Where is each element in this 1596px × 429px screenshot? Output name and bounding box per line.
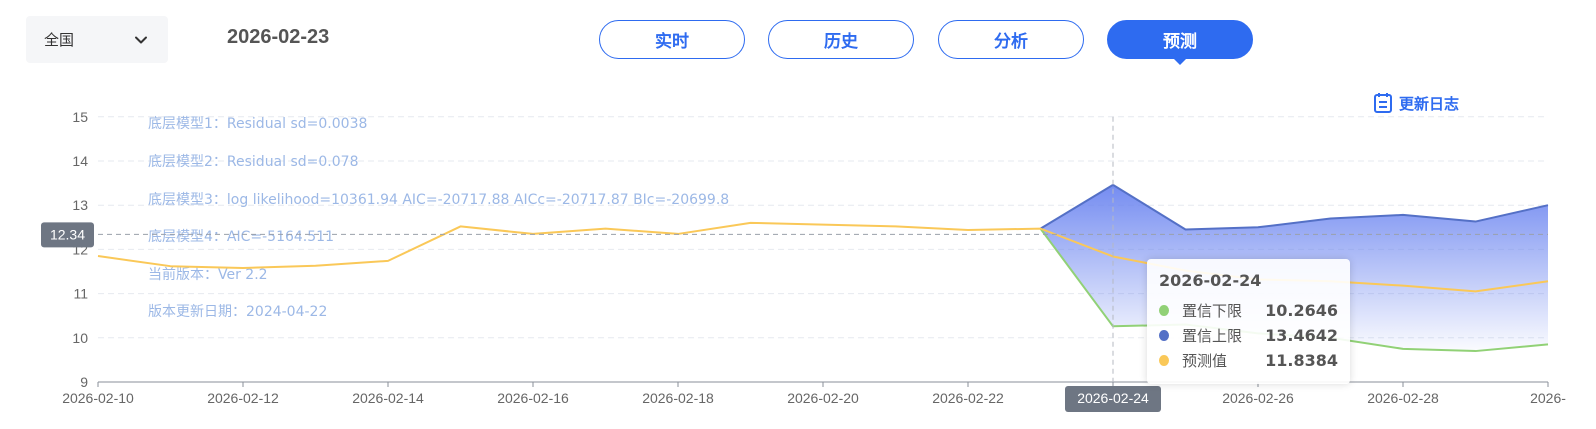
tooltip-row: 置信下限 10.2646 (1159, 298, 1338, 323)
model-info-line: 底层模型4：AIC=-5164.511 (148, 229, 334, 245)
tab-realtime[interactable]: 实时 (599, 20, 745, 59)
y-tick-label: 14 (72, 153, 88, 169)
x-tick-label: 2026-02-28 (1367, 390, 1439, 406)
crosshair-x-label: 2026-02-24 (1077, 390, 1149, 406)
upper-series-dot (1159, 330, 1169, 341)
tooltip-row-value: 10.2646 (1265, 301, 1338, 320)
tooltip-row: 预测值 11.8384 (1159, 348, 1338, 373)
model-info-line: 底层模型2：Residual sd=0.078 (148, 154, 358, 170)
x-tick-label: 2026-02-18 (642, 390, 714, 406)
tab-history[interactable]: 历史 (768, 20, 914, 59)
model-info-annotations: 底层模型1：Residual sd=0.0038 底层模型2：Residual s… (148, 116, 729, 320)
model-info-line: 底层模型1：Residual sd=0.0038 (148, 116, 367, 132)
x-tick-label: 2026-02-14 (352, 390, 424, 406)
x-axis: 2026-02-10 2026-02-12 2026-02-14 2026-02-16… (62, 381, 1566, 406)
region-select[interactable]: 全国 (26, 16, 168, 63)
tab-analysis[interactable]: 分析 (938, 20, 1084, 59)
forecast-series-dot (1159, 355, 1169, 366)
x-tick-label: 2026- (1530, 390, 1566, 406)
current-date: 2026-02-23 (227, 26, 330, 48)
lower-series-dot (1159, 305, 1169, 316)
model-info-line: 底层模型3：log likelihood=10361.94 AIC=-20717… (148, 192, 729, 208)
x-tick-label: 2026-02-26 (1222, 390, 1294, 406)
crosshair-y-label: 12.34 (50, 226, 85, 242)
x-tick-label: 2026-02-22 (932, 390, 1004, 406)
tooltip-row-value: 11.8384 (1265, 351, 1338, 370)
x-tick-label: 2026-02-12 (207, 390, 279, 406)
crosshair-x-badge (1065, 386, 1161, 412)
model-info-line: 当前版本：Ver 2.2 (148, 266, 268, 283)
tooltip-row-value: 13.4642 (1265, 326, 1338, 345)
crosshair-y-badge (41, 222, 94, 248)
x-tick-label: 2026-02-16 (497, 390, 569, 406)
model-info-line: 版本更新日期：2024-04-22 (148, 304, 327, 320)
calendar-log-icon (1374, 93, 1392, 113)
tooltip-row-name: 置信上限 (1181, 327, 1242, 345)
x-tick-label: 2026-02-20 (787, 390, 859, 406)
chevron-down-icon (135, 36, 147, 43)
tooltip-row-name: 置信下限 (1181, 302, 1242, 320)
y-tick-label: 13 (72, 197, 88, 213)
chart-tooltip: 2026-02-24 置信下限 10.2646 置信上限 13.4642 预测值… (1147, 259, 1350, 384)
y-tick-label: 15 (72, 109, 88, 125)
x-tick-label: 2026-02-10 (62, 390, 134, 406)
y-tick-label: 9 (80, 374, 88, 390)
y-tick-label: 10 (72, 330, 88, 346)
update-log-label: 更新日志 (1399, 94, 1460, 113)
tab-forecast[interactable]: 预测 (1107, 20, 1253, 65)
y-tick-label: 11 (73, 286, 88, 302)
tooltip-title: 2026-02-24 (1159, 271, 1262, 290)
region-select-value: 全国 (44, 31, 75, 49)
tooltip-row: 置信上限 13.4642 (1159, 323, 1338, 348)
grid-lines (98, 116, 1548, 339)
update-log-link[interactable]: 更新日志 (1373, 92, 1459, 114)
upper-bound-line (1039, 183, 1549, 231)
crosshair: 12.34 2026-02-24 (41, 116, 1548, 412)
tooltip-row-name: 预测值 (1181, 352, 1227, 370)
